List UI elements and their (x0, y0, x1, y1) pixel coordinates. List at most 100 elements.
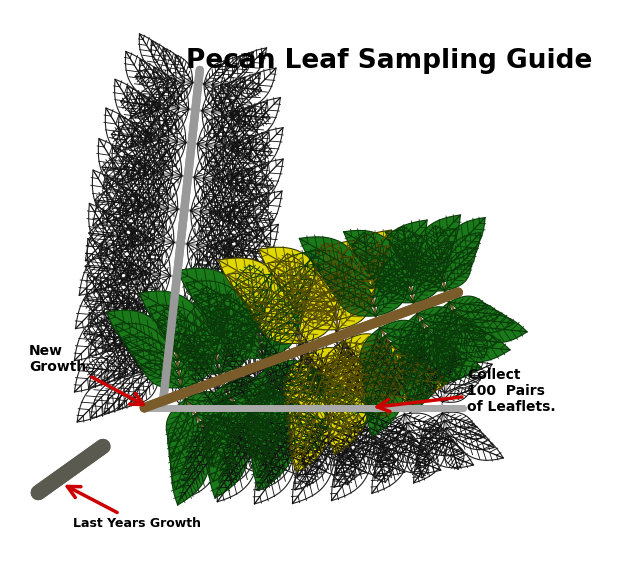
Polygon shape (202, 83, 229, 111)
Polygon shape (284, 356, 308, 404)
Polygon shape (372, 236, 422, 288)
Polygon shape (203, 234, 247, 279)
Polygon shape (442, 412, 475, 428)
Polygon shape (244, 405, 328, 442)
Polygon shape (228, 273, 296, 314)
Polygon shape (215, 290, 267, 345)
Polygon shape (299, 237, 371, 279)
Polygon shape (171, 422, 204, 489)
Polygon shape (231, 68, 276, 114)
Polygon shape (407, 421, 452, 444)
Polygon shape (297, 351, 353, 380)
Polygon shape (436, 318, 462, 370)
Polygon shape (105, 307, 148, 351)
Polygon shape (405, 385, 438, 402)
Polygon shape (189, 273, 227, 312)
Polygon shape (297, 273, 346, 323)
Polygon shape (214, 106, 253, 146)
Polygon shape (121, 93, 154, 114)
Polygon shape (373, 352, 428, 380)
Polygon shape (206, 145, 232, 185)
Polygon shape (220, 355, 273, 382)
Polygon shape (122, 275, 161, 314)
Polygon shape (222, 113, 251, 160)
Polygon shape (87, 275, 127, 339)
Polygon shape (135, 309, 166, 341)
Polygon shape (333, 362, 382, 387)
Polygon shape (202, 111, 223, 144)
Polygon shape (206, 110, 240, 145)
Polygon shape (138, 341, 160, 376)
Polygon shape (85, 358, 121, 381)
Polygon shape (368, 419, 414, 442)
Polygon shape (210, 213, 242, 265)
Polygon shape (364, 344, 393, 405)
Polygon shape (442, 388, 472, 402)
Polygon shape (353, 347, 419, 376)
Polygon shape (153, 171, 178, 209)
Polygon shape (325, 358, 356, 421)
Polygon shape (231, 127, 283, 182)
Polygon shape (151, 176, 182, 207)
Polygon shape (131, 208, 168, 246)
Polygon shape (216, 347, 235, 376)
Polygon shape (207, 410, 243, 481)
Polygon shape (197, 206, 235, 245)
Polygon shape (113, 290, 145, 340)
Polygon shape (435, 331, 510, 362)
Polygon shape (194, 146, 225, 178)
Polygon shape (295, 304, 338, 330)
Polygon shape (169, 83, 193, 106)
Polygon shape (297, 329, 335, 378)
Polygon shape (194, 346, 226, 396)
Polygon shape (223, 305, 263, 331)
Text: New
Growth: New Growth (29, 344, 143, 405)
Polygon shape (201, 174, 238, 212)
Polygon shape (336, 331, 373, 378)
Polygon shape (237, 139, 272, 162)
Polygon shape (223, 102, 267, 147)
Polygon shape (330, 420, 377, 443)
Polygon shape (259, 248, 333, 292)
Polygon shape (197, 335, 241, 380)
Polygon shape (108, 173, 155, 221)
Polygon shape (164, 108, 186, 143)
Polygon shape (89, 222, 129, 249)
Polygon shape (421, 413, 442, 442)
Polygon shape (113, 327, 143, 374)
Polygon shape (338, 294, 372, 329)
Polygon shape (178, 268, 257, 316)
Polygon shape (122, 174, 163, 216)
Polygon shape (180, 378, 206, 419)
Polygon shape (290, 390, 380, 430)
Polygon shape (185, 345, 212, 389)
Polygon shape (445, 419, 485, 439)
Polygon shape (87, 238, 129, 305)
Polygon shape (180, 339, 218, 378)
Polygon shape (374, 440, 440, 473)
Polygon shape (176, 348, 219, 374)
Polygon shape (204, 60, 227, 84)
Polygon shape (175, 55, 193, 83)
Polygon shape (341, 360, 368, 395)
Polygon shape (146, 108, 179, 142)
Polygon shape (216, 421, 260, 443)
Polygon shape (363, 361, 447, 398)
Polygon shape (255, 448, 278, 484)
Polygon shape (214, 146, 244, 193)
Polygon shape (259, 278, 311, 332)
Polygon shape (222, 180, 257, 237)
Polygon shape (230, 375, 252, 404)
Polygon shape (206, 381, 243, 440)
Polygon shape (454, 303, 501, 323)
Polygon shape (219, 214, 257, 273)
Polygon shape (146, 209, 178, 241)
Polygon shape (216, 378, 255, 398)
Polygon shape (132, 123, 163, 174)
Polygon shape (328, 386, 363, 404)
Polygon shape (158, 139, 182, 176)
Polygon shape (300, 422, 330, 463)
Polygon shape (143, 270, 166, 309)
Polygon shape (376, 282, 409, 316)
Polygon shape (348, 340, 406, 366)
